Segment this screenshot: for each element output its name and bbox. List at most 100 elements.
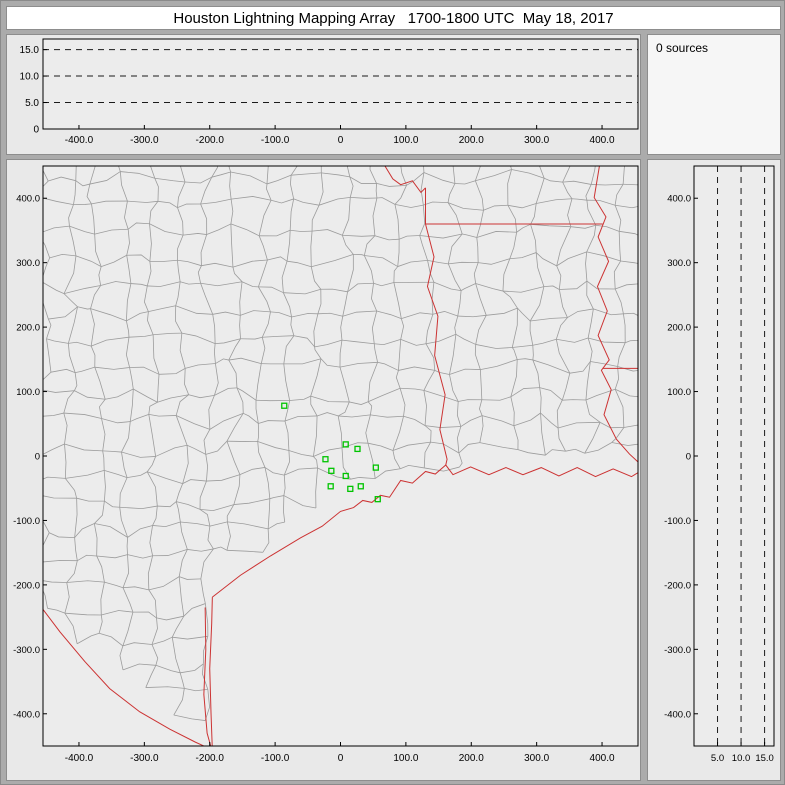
county-boundary bbox=[89, 171, 121, 185]
tick-label: 200.0 bbox=[459, 135, 484, 146]
county-boundary bbox=[532, 359, 570, 374]
county-boundary bbox=[175, 281, 181, 306]
county-boundary bbox=[587, 308, 594, 339]
county-boundary bbox=[364, 255, 398, 267]
county-boundary bbox=[556, 400, 563, 429]
county-boundary bbox=[284, 467, 318, 476]
county-boundary bbox=[291, 313, 318, 318]
county-boundary bbox=[283, 495, 286, 523]
county-boundary bbox=[617, 342, 626, 367]
county-boundary bbox=[570, 224, 596, 229]
county-boundary bbox=[149, 223, 152, 262]
county-boundary bbox=[321, 172, 350, 178]
county-boundary bbox=[310, 395, 350, 403]
county-boundary bbox=[119, 505, 158, 510]
county-boundary bbox=[614, 184, 624, 206]
county-boundary bbox=[398, 235, 420, 240]
county-boundary bbox=[567, 308, 594, 318]
county-boundary bbox=[49, 254, 77, 259]
county-boundary bbox=[482, 415, 515, 427]
state-borders-layer bbox=[43, 166, 638, 746]
county-boundary bbox=[270, 311, 292, 318]
county-boundary bbox=[47, 607, 65, 614]
county-boundary bbox=[148, 576, 180, 591]
map-panel: 400.0 300.0 200.0 100.0 0 -100.0 -200.0 -300.0 -… bbox=[6, 159, 641, 781]
altitude-ns-plot[interactable]: 400.0 300.0 200.0 100.0 0 -100.0 -200.0 -300.0 -… bbox=[648, 160, 780, 780]
county-boundary bbox=[43, 476, 66, 480]
county-boundary bbox=[152, 549, 188, 557]
map-plot[interactable]: 400.0 300.0 200.0 100.0 0 -100.0 -200.0 -300.0 -… bbox=[7, 160, 640, 780]
county-boundary bbox=[132, 611, 157, 619]
county-boundary bbox=[530, 224, 537, 253]
county-boundary bbox=[213, 343, 216, 364]
county-boundary bbox=[118, 166, 121, 172]
county-boundary bbox=[557, 427, 566, 452]
county-boundary bbox=[91, 203, 96, 235]
county-boundary bbox=[288, 450, 314, 457]
county-boundary bbox=[517, 449, 546, 456]
county-boundary bbox=[122, 587, 134, 613]
county-boundary bbox=[179, 672, 185, 689]
county-boundary bbox=[127, 222, 150, 230]
county-boundary bbox=[479, 369, 483, 400]
tick-label: 300.0 bbox=[524, 135, 549, 146]
window-title: Houston Lightning Mapping Array 1700-180… bbox=[173, 9, 614, 27]
county-boundary bbox=[479, 442, 518, 451]
county-boundary bbox=[423, 370, 436, 391]
county-boundary bbox=[120, 171, 155, 179]
county-boundary bbox=[342, 234, 375, 237]
county-boundary bbox=[211, 171, 231, 178]
county-boundary bbox=[177, 259, 202, 267]
altitude-ew-panel: 0 5.0 10.0 15.0 -400.0 -300.0 -200.0 -100.0 0 100… bbox=[6, 34, 641, 155]
county-boundary bbox=[127, 471, 148, 479]
county-boundary bbox=[367, 362, 378, 402]
county-boundary bbox=[340, 316, 344, 341]
county-boundary bbox=[43, 580, 67, 583]
county-boundary bbox=[243, 412, 259, 424]
county-boundary bbox=[182, 479, 207, 484]
county-boundary bbox=[559, 280, 588, 290]
county-boundary bbox=[180, 166, 186, 183]
county-boundary bbox=[96, 555, 105, 583]
county-boundary bbox=[449, 374, 459, 402]
county-boundary bbox=[182, 445, 189, 484]
county-boundary bbox=[126, 255, 132, 284]
county-boundary bbox=[43, 389, 75, 393]
county-boundary bbox=[121, 421, 131, 453]
county-boundary bbox=[458, 452, 463, 468]
county-boundary bbox=[43, 301, 49, 320]
county-boundary bbox=[287, 260, 312, 268]
county-boundary bbox=[590, 166, 596, 185]
county-boundary bbox=[205, 440, 228, 455]
county-boundary bbox=[320, 358, 341, 368]
county-boundary bbox=[257, 423, 260, 442]
county-boundary bbox=[290, 166, 298, 176]
county-boundary bbox=[233, 474, 241, 505]
county-boundary bbox=[458, 399, 482, 402]
county-boundary bbox=[474, 344, 481, 370]
county-boundary bbox=[342, 310, 377, 317]
county-boundary bbox=[349, 176, 377, 184]
county-boundary bbox=[543, 285, 560, 290]
tick-label: 0 bbox=[35, 452, 40, 463]
county-boundary bbox=[262, 335, 294, 338]
county-boundary bbox=[239, 315, 241, 339]
county-boundary bbox=[37, 562, 40, 580]
county-boundary bbox=[233, 498, 270, 505]
county-boundary bbox=[236, 387, 244, 414]
county-boundary bbox=[420, 172, 425, 206]
county-boundary bbox=[284, 420, 290, 451]
altitude-ew-plot[interactable]: 0 5.0 10.0 15.0 -400.0 -300.0 -200.0 -100.0 0 100… bbox=[7, 35, 640, 154]
county-boundary bbox=[475, 283, 487, 316]
county-boundary bbox=[376, 183, 407, 187]
county-boundary bbox=[479, 415, 484, 443]
county-boundary bbox=[230, 199, 234, 224]
county-boundary bbox=[90, 308, 127, 322]
county-boundary bbox=[454, 315, 459, 335]
county-boundary bbox=[149, 525, 154, 556]
county-boundary bbox=[349, 176, 354, 198]
county-boundary bbox=[258, 286, 284, 294]
county-boundary bbox=[571, 198, 587, 201]
county-boundary bbox=[102, 450, 122, 453]
county-boundary bbox=[64, 443, 103, 452]
